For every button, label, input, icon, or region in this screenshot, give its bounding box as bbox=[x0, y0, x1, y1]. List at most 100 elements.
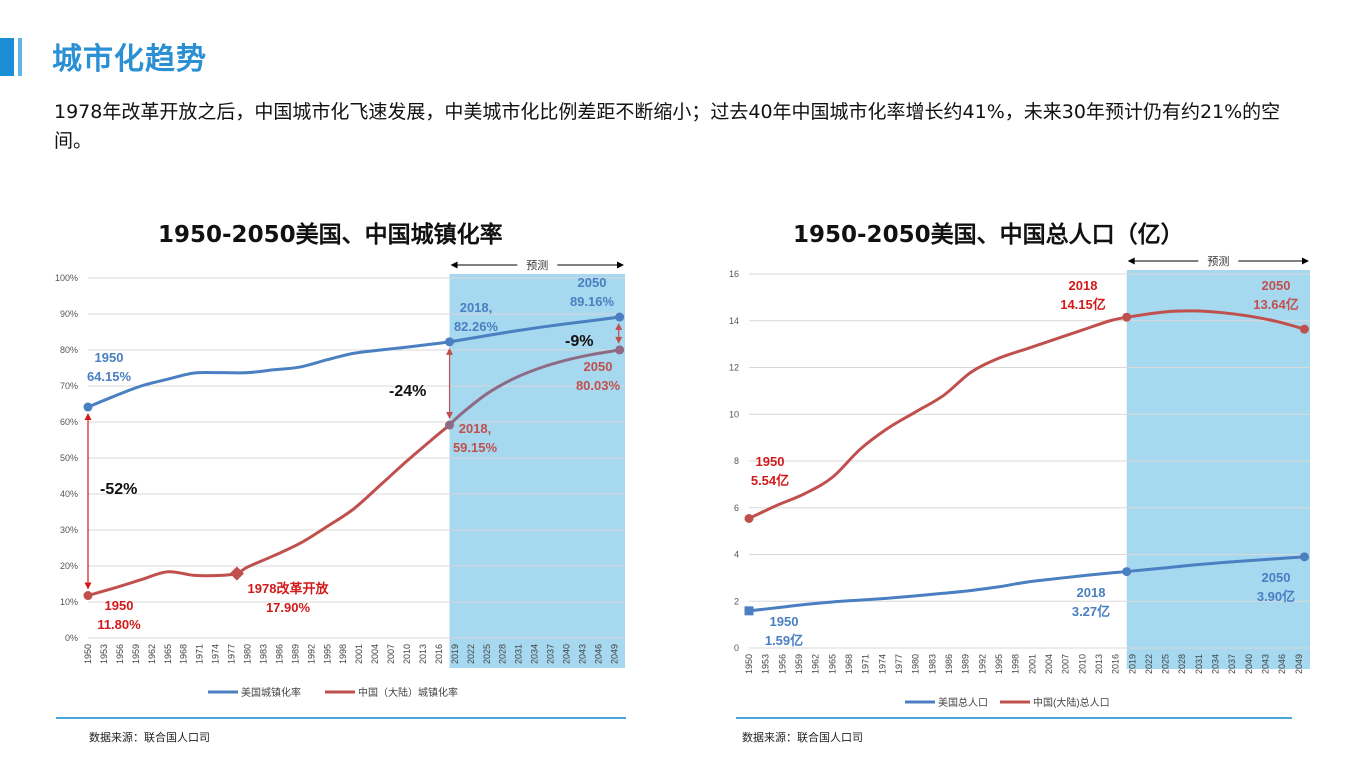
y-tick-label: 0 bbox=[734, 643, 739, 653]
x-tick-label: 2007 bbox=[386, 644, 396, 664]
source-note-2: 数据来源：联合国人口司 bbox=[742, 731, 863, 744]
x-tick-label: 1992 bbox=[306, 644, 316, 664]
usa-2050-marker bbox=[1299, 552, 1309, 562]
legend-label: 中国（大陆）城镇化率 bbox=[358, 686, 458, 699]
cn-2018-label: 59.15% bbox=[453, 440, 498, 455]
y-tick-label: 16 bbox=[729, 269, 739, 279]
x-tick-label: 2010 bbox=[1077, 654, 1087, 674]
y-tick-label: 70% bbox=[60, 381, 78, 391]
x-tick-label: 2049 bbox=[609, 644, 619, 664]
legend-label: 美国城镇化率 bbox=[241, 686, 301, 699]
x-tick-label: 1962 bbox=[147, 644, 157, 664]
source-note-1: 数据来源：联合国人口司 bbox=[89, 731, 210, 744]
y-tick-label: 20% bbox=[60, 561, 78, 571]
x-tick-label: 1959 bbox=[794, 654, 804, 674]
x-tick-label: 2010 bbox=[402, 644, 412, 664]
usa-2018-label: 82.26% bbox=[454, 319, 499, 334]
usa-2018-label: 2018 bbox=[1077, 585, 1106, 600]
y-tick-label: 10 bbox=[729, 409, 739, 419]
usa-1950-marker bbox=[744, 606, 754, 616]
forecast-arrow-left-head bbox=[1127, 257, 1135, 265]
x-tick-label: 1959 bbox=[131, 644, 141, 664]
chart-1-title: 1950-2050美国、中国城镇化率 bbox=[158, 222, 503, 248]
usa-1950-label: 64.15% bbox=[87, 369, 132, 384]
x-tick-label: 2004 bbox=[1044, 654, 1054, 674]
series-line-0 bbox=[87, 315, 620, 409]
series-line-1 bbox=[87, 423, 451, 597]
x-tick-label: 1968 bbox=[179, 644, 189, 664]
x-tick-label: 1980 bbox=[911, 654, 921, 674]
x-tick-label: 1983 bbox=[258, 644, 268, 664]
cn-1978-label: 17.90% bbox=[266, 600, 311, 615]
usa-2050-label: 89.16% bbox=[570, 294, 615, 309]
cn-2050-marker bbox=[1299, 324, 1309, 334]
cn-1978-label: 1978改革开放 bbox=[248, 581, 330, 596]
x-tick-label: 2016 bbox=[1111, 654, 1121, 674]
x-tick-label: 1968 bbox=[844, 654, 854, 674]
forecast-label: 预测 bbox=[526, 259, 548, 272]
y-tick-label: 4 bbox=[734, 550, 739, 560]
y-tick-label: 2 bbox=[734, 596, 739, 606]
y-tick-label: 12 bbox=[729, 363, 739, 373]
x-tick-label: 2037 bbox=[1227, 654, 1237, 674]
x-tick-label: 1989 bbox=[961, 654, 971, 674]
cn-1950-label: 1950 bbox=[105, 598, 134, 613]
x-tick-label: 2022 bbox=[466, 644, 476, 664]
usa-1950-label: 1950 bbox=[770, 614, 799, 629]
usa-2050-label: 3.90亿 bbox=[1257, 589, 1295, 604]
x-tick-label: 2037 bbox=[546, 644, 556, 664]
y-tick-label: 100% bbox=[55, 273, 78, 283]
gap-2018-arrow-head-bottom bbox=[446, 412, 454, 420]
forecast-arrow-right-head bbox=[617, 261, 624, 269]
y-tick-label: 80% bbox=[60, 345, 78, 355]
x-tick-label: 1977 bbox=[894, 654, 904, 674]
intro-paragraph: 1978年改革开放之后，中国城市化飞速发展，中美城市化比例差距不断缩小；过去40… bbox=[54, 101, 1281, 152]
gap-2018-label: -24% bbox=[389, 383, 426, 400]
x-tick-label: 2025 bbox=[482, 644, 492, 664]
x-tick-label: 1995 bbox=[322, 644, 332, 664]
forecast-label: 预测 bbox=[1207, 255, 1229, 268]
x-tick-label: 1956 bbox=[115, 644, 125, 664]
usa-2018-marker bbox=[1122, 567, 1132, 577]
cn-2050-label: 80.03% bbox=[576, 378, 621, 393]
x-tick-label: 1995 bbox=[994, 654, 1004, 674]
cn-2018-marker bbox=[1122, 312, 1132, 322]
y-tick-label: 8 bbox=[734, 456, 739, 466]
y-tick-label: 14 bbox=[729, 316, 739, 326]
forecast-arrow-right-head bbox=[1302, 257, 1309, 265]
forecast-label-bg bbox=[1198, 255, 1239, 267]
legend-label: 美国总人口 bbox=[938, 696, 988, 709]
gap-1950-arrow-head-bottom bbox=[84, 582, 92, 590]
cn-2018-label: 2018 bbox=[1069, 278, 1098, 293]
x-tick-label: 1989 bbox=[290, 644, 300, 664]
cn-2018-marker bbox=[445, 420, 455, 430]
usa-2050-label: 2050 bbox=[578, 275, 607, 290]
x-tick-label: 2040 bbox=[562, 644, 572, 664]
y-tick-label: 30% bbox=[60, 525, 78, 535]
title-accent-bar bbox=[0, 38, 14, 76]
x-tick-label: 1956 bbox=[777, 654, 787, 674]
x-tick-label: 1974 bbox=[877, 654, 887, 674]
x-tick-label: 1971 bbox=[195, 644, 205, 664]
y-tick-label: 50% bbox=[60, 453, 78, 463]
gap-2018-arrow-head-top bbox=[446, 347, 454, 355]
gap-1950-label: -52% bbox=[100, 481, 137, 498]
cn-2018-label: 14.15亿 bbox=[1060, 297, 1106, 312]
cn-1950-label: 5.54亿 bbox=[751, 473, 789, 488]
x-tick-label: 2034 bbox=[1211, 654, 1221, 674]
x-tick-label: 2007 bbox=[1061, 654, 1071, 674]
forecast-band bbox=[1126, 270, 1310, 669]
gap-2050-arrow-head-top bbox=[615, 323, 623, 331]
x-tick-label: 1980 bbox=[243, 644, 253, 664]
y-tick-label: 90% bbox=[60, 309, 78, 319]
x-tick-label: 2043 bbox=[1261, 654, 1271, 674]
x-tick-label: 1950 bbox=[744, 654, 754, 674]
x-tick-label: 2028 bbox=[1177, 654, 1187, 674]
cn-2050-label: 2050 bbox=[584, 359, 613, 374]
cn-1950-label: 1950 bbox=[756, 454, 785, 469]
gap-2050-label: -9% bbox=[565, 333, 593, 350]
gap-1950-arrow-head-top bbox=[84, 413, 92, 421]
x-tick-label: 2019 bbox=[450, 644, 460, 664]
x-tick-label: 2034 bbox=[530, 644, 540, 664]
x-tick-label: 1977 bbox=[227, 644, 237, 664]
